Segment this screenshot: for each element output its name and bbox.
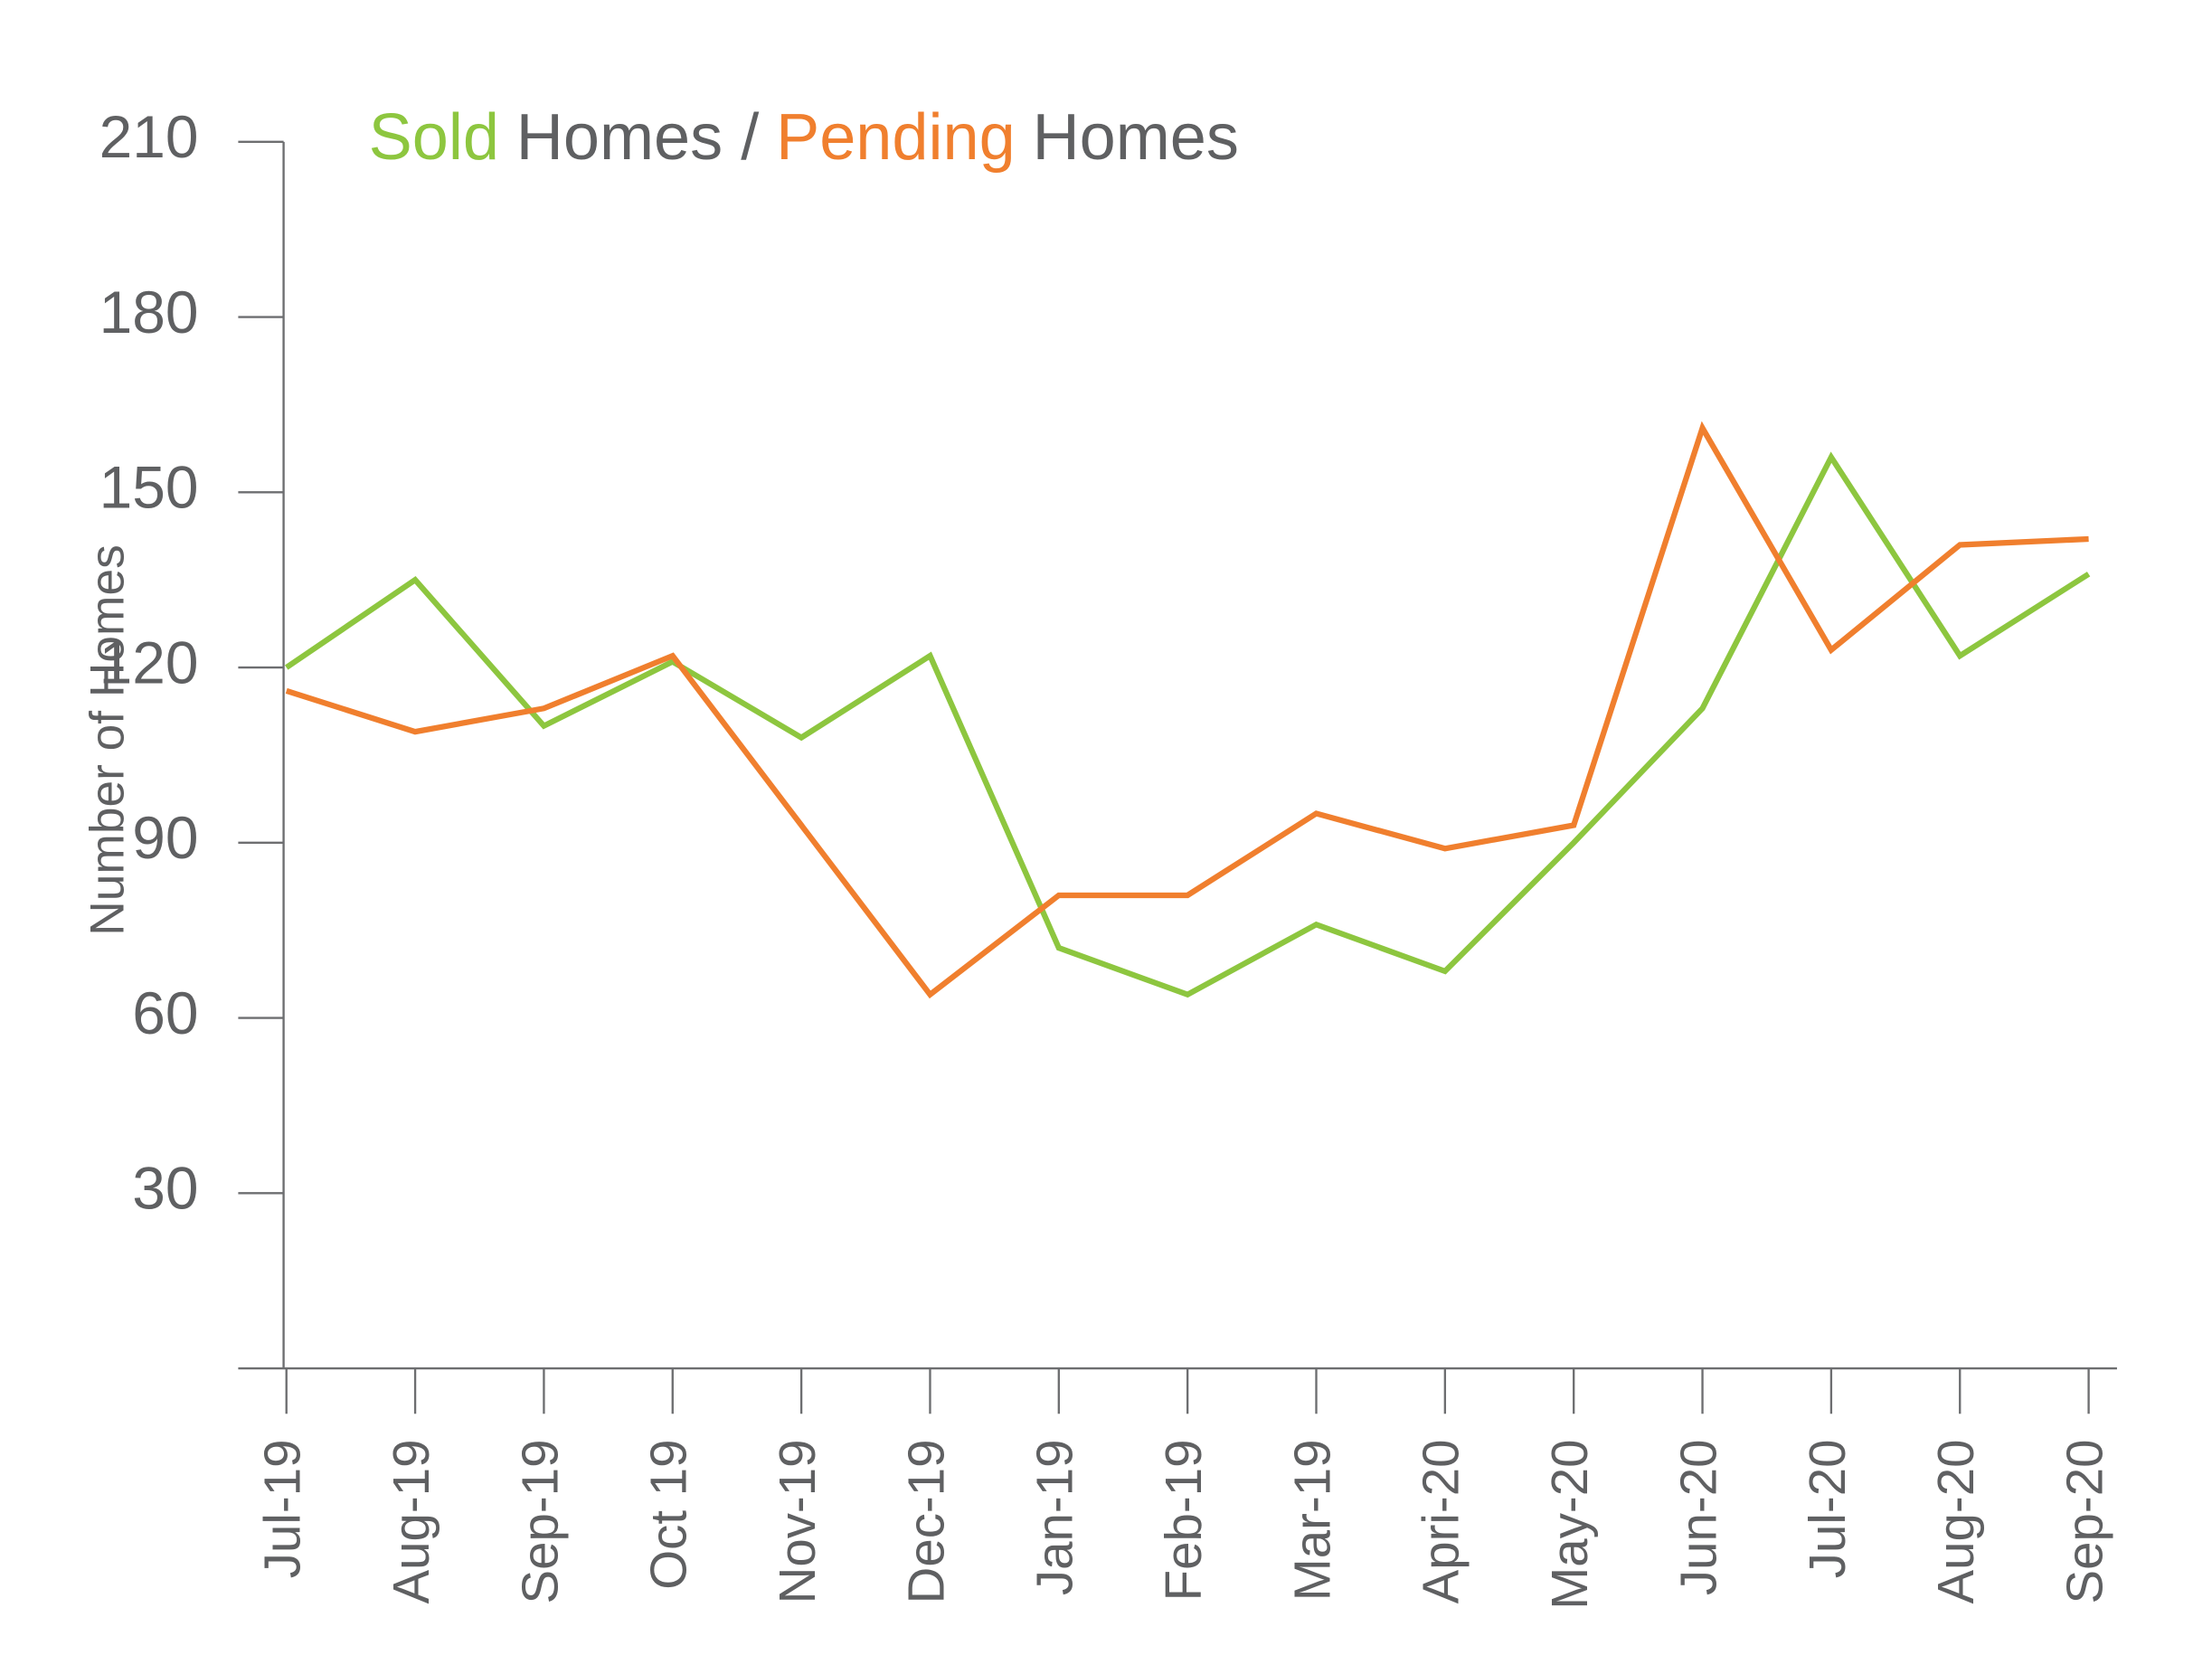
x-tick-label: Aug-19: [383, 1439, 440, 1603]
x-tick-label: Jul-20: [1799, 1439, 1856, 1578]
title-part: Sold: [369, 101, 499, 174]
series-line: [285, 421, 2089, 999]
x-tick-label: May-20: [1541, 1439, 1598, 1609]
x-tick-label: Jan-19: [1026, 1439, 1083, 1595]
x-tick-label: Sep-19: [511, 1439, 568, 1603]
x-tick-label: Oct 19: [640, 1439, 697, 1589]
y-axis-label: Number of Homes: [80, 544, 134, 935]
x-tick-label: Nov-19: [769, 1439, 826, 1603]
x-tick-label: Dec-19: [897, 1439, 954, 1603]
x-tick-label: Mar-19: [1283, 1439, 1340, 1601]
y-tick-label: 180: [99, 279, 199, 345]
title-part: Homes /: [516, 101, 760, 174]
y-tick-label: 210: [99, 103, 199, 170]
y-tick-label: 120: [99, 629, 199, 695]
x-tick-label: Jul-19: [254, 1439, 311, 1578]
y-tick-label: 60: [132, 979, 198, 1046]
x-tick-label: Jun-20: [1669, 1439, 1726, 1595]
x-tick-label: Aug-20: [1927, 1439, 1984, 1603]
x-tick-label: Feb-19: [1155, 1439, 1212, 1601]
y-tick-label: 150: [99, 454, 199, 521]
x-tick-label: Apri-20: [1413, 1439, 1470, 1603]
title-part: Pending: [776, 101, 1016, 174]
chart-title: Sold Homes / Pending Homes: [369, 101, 1239, 174]
title-part: Homes: [1033, 101, 1239, 174]
y-tick-label: 90: [132, 804, 198, 871]
y-tick-label: 30: [132, 1155, 198, 1222]
series-line: [284, 451, 2091, 998]
x-tick-label: Sep-20: [2056, 1439, 2113, 1603]
